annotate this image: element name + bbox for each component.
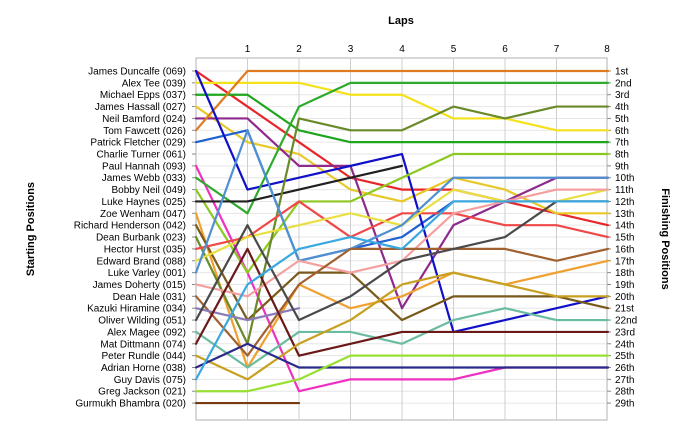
starting-position-label: Edward Brand (088) xyxy=(97,256,187,267)
starting-position-label: Luke Haynes (025) xyxy=(102,197,187,208)
finishing-position-label: 20th xyxy=(615,292,634,303)
starting-position-label: Greg Jackson (021) xyxy=(98,387,186,398)
starting-position-label: Adrian Horne (038) xyxy=(101,363,186,374)
starting-position-label: Tom Fawcett (026) xyxy=(103,126,186,137)
finishing-position-label: 22nd xyxy=(615,316,637,327)
starting-position-label: Dean Hale (031) xyxy=(113,292,186,303)
starting-position-label: Dean Burbank (023) xyxy=(96,233,186,244)
finishing-position-label: 14th xyxy=(615,221,634,232)
finishing-position-labels: 1st2nd3rd4th5th6th7th8th9th10th11th12th1… xyxy=(615,67,637,410)
finishing-position-label: 21st xyxy=(615,304,634,315)
series-line-3 xyxy=(194,93,610,144)
finishing-position-label: 6th xyxy=(615,126,629,137)
starting-position-label: James Hassall (027) xyxy=(95,102,186,113)
finishing-position-label: 17th xyxy=(615,256,634,267)
finishing-position-label: 1st xyxy=(615,67,629,78)
y-axis-title-left: Starting Positions xyxy=(25,182,37,276)
finishing-position-label: 9th xyxy=(615,161,629,172)
finishing-position-label: 23rd xyxy=(615,327,635,338)
finishing-position-label: 5th xyxy=(615,114,629,125)
starting-position-label: Peter Rundle (044) xyxy=(102,351,187,362)
x-tick-label: 5 xyxy=(451,44,457,55)
finishing-position-label: 27th xyxy=(615,375,634,386)
starting-position-label: James Duncalfe (069) xyxy=(88,67,186,78)
x-tick-label: 3 xyxy=(348,44,354,55)
series-line-28 xyxy=(194,354,610,393)
starting-position-label: Gurmukh Bhambra (020) xyxy=(75,399,186,410)
starting-position-label: Kazuki Hiramine (034) xyxy=(87,304,186,315)
series-line-8 xyxy=(194,69,610,334)
series-line-27 xyxy=(194,200,610,381)
series-line-5 xyxy=(194,117,610,310)
starting-position-label: Mat Dittmann (074) xyxy=(100,339,186,350)
starting-position-label: Hector Hurst (035) xyxy=(104,244,186,255)
series-line-25 xyxy=(194,271,610,381)
finishing-position-label: 29th xyxy=(615,399,634,410)
finishing-position-label: 26th xyxy=(615,363,634,374)
finishing-position-label: 15th xyxy=(615,233,634,244)
finishing-position-label: 13th xyxy=(615,209,634,220)
series-line-12 xyxy=(194,164,404,203)
starting-position-label: Guy Davis (075) xyxy=(114,375,186,386)
series-lines xyxy=(194,69,610,405)
starting-position-label: Bobby Neil (049) xyxy=(112,185,186,196)
series-line-14 xyxy=(194,224,610,322)
series-line-11 xyxy=(194,152,610,274)
finishing-position-label: 8th xyxy=(615,150,629,161)
starting-position-label: Patrick Fletcher (029) xyxy=(90,138,186,149)
starting-position-label: James Webb (033) xyxy=(102,173,186,184)
x-tick-label: 1 xyxy=(245,44,251,55)
series-line-22 xyxy=(194,200,610,322)
starting-position-label: James Doherty (015) xyxy=(93,280,186,291)
series-line-15 xyxy=(194,105,610,345)
starting-position-label: Richard Henderson (042) xyxy=(74,221,186,232)
x-tick-label: 4 xyxy=(399,44,405,55)
starting-position-label: Luke Varley (001) xyxy=(108,268,186,279)
x-tick-label: 7 xyxy=(554,44,560,55)
finishing-position-label: 7th xyxy=(615,138,629,149)
starting-position-label: Oliver Wilding (051) xyxy=(98,316,186,327)
starting-position-label: Charlie Turner (061) xyxy=(97,150,186,161)
series-line-24 xyxy=(194,247,610,357)
finishing-position-label: 11th xyxy=(615,185,634,196)
series-line-13 xyxy=(194,212,610,369)
starting-position-label: Michael Epps (037) xyxy=(100,90,186,101)
starting-position-label: Neil Bamford (024) xyxy=(102,114,186,125)
series-line-6 xyxy=(194,69,610,132)
x-tick-label: 8 xyxy=(604,44,610,55)
starting-position-labels: James Duncalfe (069)Alex Tee (039)Michae… xyxy=(74,67,186,410)
finishing-position-label: 10th xyxy=(615,173,634,184)
series-line-2 xyxy=(194,81,610,132)
series-line-1 xyxy=(194,69,610,227)
finishing-position-label: 24th xyxy=(615,339,634,350)
chart-title: Laps xyxy=(388,15,414,27)
finishing-position-label: 19th xyxy=(615,280,634,291)
finishing-position-label: 3rd xyxy=(615,90,629,101)
starting-position-label: Paul Hannah (093) xyxy=(102,161,186,172)
series-line-16 xyxy=(194,200,610,250)
x-tick-label: 2 xyxy=(296,44,302,55)
x-tick-label: 6 xyxy=(502,44,508,55)
x-tick-labels: 1 2 3 4 5 6 7 8 xyxy=(245,44,611,55)
y-axis-title-right: Finishing Positions xyxy=(659,188,671,289)
starting-position-label: Zoe Wenham (047) xyxy=(100,209,186,220)
series-line-18 xyxy=(194,129,610,274)
finishing-position-label: 2nd xyxy=(615,78,632,89)
series-line-4 xyxy=(194,105,610,215)
series-line-26 xyxy=(194,342,610,369)
finishing-position-label: 18th xyxy=(615,268,634,279)
series-line-10 xyxy=(194,81,610,215)
finishing-position-label: 28th xyxy=(615,387,634,398)
finishing-position-label: 12th xyxy=(615,197,634,208)
starting-position-label: Alex Magee (092) xyxy=(107,327,186,338)
finishing-position-label: 16th xyxy=(615,244,634,255)
finishing-position-label: 4th xyxy=(615,102,629,113)
series-line-23 xyxy=(194,307,610,369)
starting-position-label: Alex Tee (039) xyxy=(122,78,186,89)
finishing-position-label: 25th xyxy=(615,351,634,362)
